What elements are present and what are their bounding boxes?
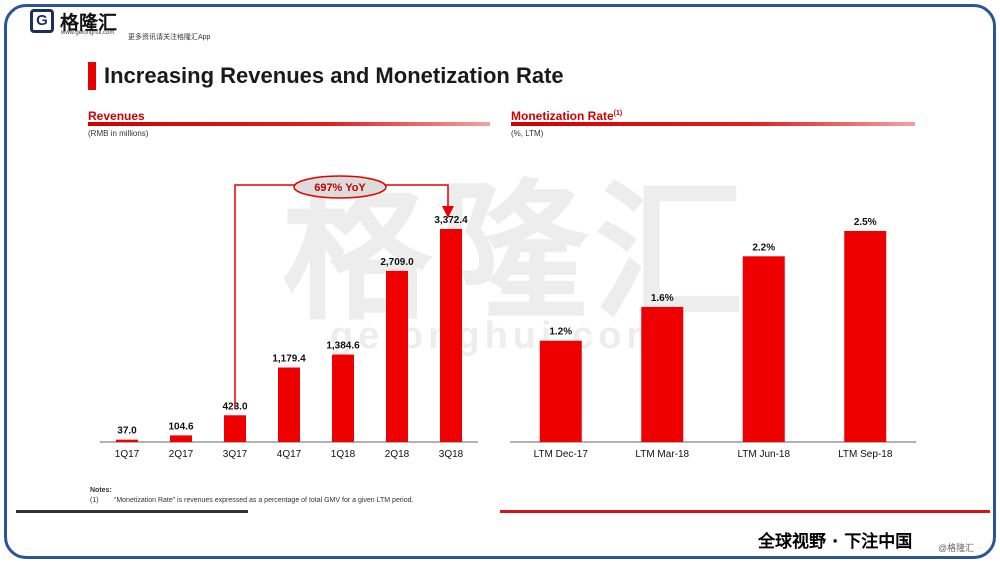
chart-0-category-label: 4Q17: [277, 449, 302, 460]
chart-0-category-label: 1Q18: [331, 449, 356, 460]
notes-heading: Notes:: [90, 487, 112, 494]
chart-0-bar: [332, 354, 354, 442]
chart-0-bar: [440, 229, 462, 442]
chart-0-bar: [224, 415, 246, 442]
chart-1-category-label: LTM Sep-18: [838, 449, 893, 460]
chart-1-bar: [844, 231, 887, 442]
yoy-callout: 697% YoY: [234, 175, 454, 408]
logo-icon: G: [30, 9, 54, 33]
logo-name: 格隆汇: [60, 12, 118, 34]
chart-1-value-label: 2.2%: [752, 242, 775, 253]
chart-0-value-label: 2,709.0: [380, 257, 414, 268]
revenues-rule: [88, 122, 490, 126]
chart-0-category-label: 2Q18: [385, 449, 410, 460]
chart-0-value-label: 1,384.6: [326, 341, 360, 352]
chart-0-value-label: 104.6: [168, 421, 193, 432]
monetization-chart: 1.2% LTM Dec-17 1.6% LTM Mar-18 2.2% LTM Jun-…: [510, 217, 916, 460]
chart-1-bar: [539, 340, 582, 442]
monetization-footnote-ref: (1): [613, 110, 623, 117]
chart-0-bar: [116, 439, 138, 442]
chart-0-bar: [386, 270, 408, 442]
chart-0-value-label: 37.0: [117, 426, 137, 437]
chart-0-bar: [170, 435, 192, 442]
chart-0-category-label: 2Q17: [169, 449, 194, 460]
chart-0-category-label: 3Q18: [439, 449, 464, 460]
monetization-subheading: (%, LTM): [511, 129, 544, 138]
credit: @格隆汇: [938, 543, 975, 553]
note-number: (1): [90, 497, 99, 504]
page-title: Increasing Revenues and Monetization Rat…: [104, 63, 564, 88]
chart-1-bar: [742, 256, 785, 442]
chart-1-value-label: 1.6%: [651, 293, 674, 304]
monetization-heading-text: Monetization Rate: [511, 109, 614, 123]
chart-1-category-label: LTM Dec-17: [534, 449, 589, 460]
chart-1-category-label: LTM Mar-18: [635, 449, 689, 460]
footer-rule-right: [500, 510, 990, 513]
chart-0-category-label: 1Q17: [115, 449, 140, 460]
chart-0-bar: [278, 367, 300, 442]
revenues-heading: Revenues: [88, 109, 145, 123]
yoy-label: 697% YoY: [314, 182, 366, 194]
chart-1-category-label: LTM Jun-18: [737, 449, 790, 460]
chart-1-value-label: 1.2%: [549, 327, 572, 338]
yoy-bubble: [293, 175, 387, 199]
chart-0-value-label: 1,179.4: [272, 354, 306, 365]
revenues-chart: 37.01Q17104.62Q17423.03Q171,179.44Q171,3…: [100, 215, 478, 460]
slide-frame: [4, 4, 996, 559]
footer-rule-left: [16, 510, 248, 513]
chart-0-category-label: 3Q17: [223, 449, 248, 460]
chart-0-value-label: 3,372.4: [434, 215, 468, 226]
watermark-url: gelonghui.com: [330, 315, 666, 357]
note-text: “Monetization Rate” is revenues expresse…: [114, 497, 414, 504]
revenues-subheading: (RMB in millions): [88, 129, 149, 138]
chart-1-bar: [641, 306, 684, 442]
title-accent-bar: [88, 62, 96, 90]
monetization-heading: Monetization Rate(1): [511, 109, 622, 123]
slogan: 全球视野 · 下注中国: [752, 527, 919, 552]
monetization-rule: [511, 122, 915, 126]
logo-tagline: 更多资讯请关注格隆汇App: [128, 34, 211, 41]
chart-1-value-label: 2.5%: [854, 217, 877, 228]
logo-url: www.gelonghui.com: [61, 30, 115, 36]
